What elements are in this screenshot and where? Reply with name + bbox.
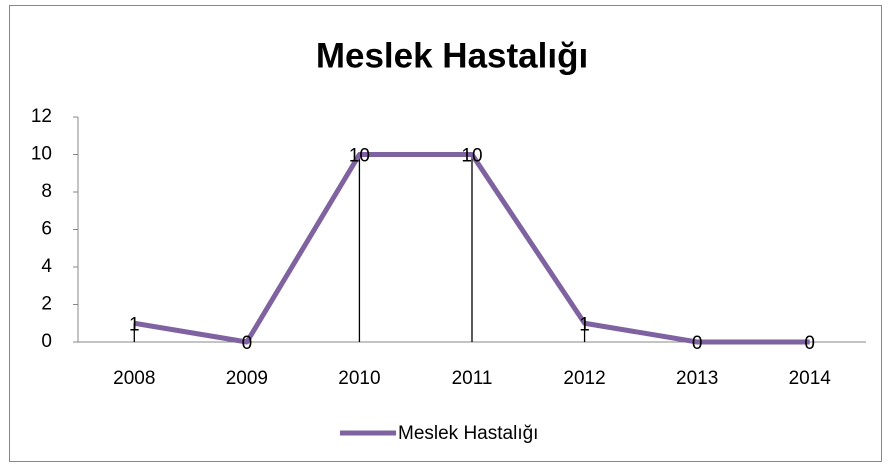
series-line bbox=[133, 152, 810, 345]
x-tick-label: 2013 bbox=[676, 368, 718, 389]
x-tick-label: 2010 bbox=[338, 368, 380, 389]
y-tick-label: 4 bbox=[41, 256, 52, 277]
data-label: 1 bbox=[129, 314, 140, 335]
data-label: 0 bbox=[242, 333, 253, 354]
y-tick-label: 6 bbox=[41, 219, 52, 240]
x-tick-label: 2009 bbox=[226, 368, 268, 389]
x-tick-label: 2014 bbox=[789, 368, 832, 389]
x-tick-label: 2011 bbox=[452, 368, 493, 389]
y-tick-label: 12 bbox=[31, 106, 52, 127]
x-tick-label: 2012 bbox=[563, 368, 605, 389]
y-tick-label: 10 bbox=[31, 144, 52, 165]
chart-frame bbox=[9, 5, 882, 462]
legend-label: Meslek Hastalığı bbox=[398, 423, 538, 444]
chart-title: Meslek Hastalığı bbox=[316, 36, 588, 75]
data-label: 1 bbox=[579, 314, 590, 335]
data-label: 10 bbox=[349, 146, 370, 167]
y-tick-label: 0 bbox=[41, 331, 52, 352]
data-label: 0 bbox=[692, 333, 703, 354]
data-label: 0 bbox=[804, 333, 815, 354]
y-tick-label: 8 bbox=[41, 181, 52, 202]
x-tick-label: 2008 bbox=[113, 368, 155, 389]
y-tick-label: 2 bbox=[41, 294, 52, 315]
data-label: 10 bbox=[461, 146, 482, 167]
